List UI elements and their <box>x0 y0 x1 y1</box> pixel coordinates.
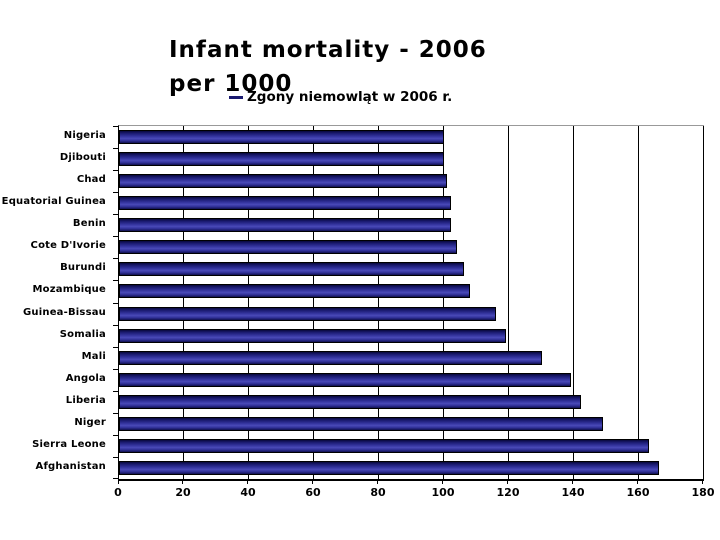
category-label-somalia: Somalia <box>59 328 106 340</box>
x-axis-tick-0 <box>118 480 119 484</box>
y-axis-tick <box>113 434 119 436</box>
x-axis-tick-20 <box>182 480 183 484</box>
bar-angola <box>119 372 571 387</box>
x-axis-tick-180 <box>702 480 703 484</box>
category-label-djibouti: Djibouti <box>59 152 106 164</box>
category-label-angola: Angola <box>65 372 106 384</box>
x-axis-tick-100 <box>442 480 443 484</box>
y-axis-tick <box>113 478 119 479</box>
legend-series-marker-icon <box>229 95 243 99</box>
x-axis: 0 20 40 60 80 100 120 140 160 180 <box>114 480 714 506</box>
x-axis-label-120: 120 <box>496 486 520 499</box>
gridline-140 <box>573 126 574 479</box>
y-axis-tick <box>113 126 119 127</box>
x-axis-tick-40 <box>247 480 248 484</box>
y-axis-tick <box>113 236 119 238</box>
gridline-180 <box>703 126 704 479</box>
category-label-chad: Chad <box>76 174 106 186</box>
category-label-benin: Benin <box>72 218 106 230</box>
x-axis-label-140: 140 <box>561 486 585 499</box>
bar-mozambique <box>119 284 470 299</box>
chart-title: Infant mortality - 2006 per 1000 <box>169 33 487 101</box>
bar-chad <box>119 174 448 189</box>
bar-cote-d-ivorie <box>119 240 457 255</box>
gridline-160 <box>638 126 639 479</box>
y-axis-tick <box>113 346 119 348</box>
bar-guinea-bissau <box>119 306 496 321</box>
bar-niger <box>119 416 604 431</box>
x-axis-label-100: 100 <box>431 486 455 499</box>
gridline-120 <box>508 126 509 479</box>
bar-djibouti <box>119 152 444 167</box>
y-axis-tick <box>113 456 119 458</box>
gridline-60 <box>313 126 314 479</box>
category-label-guinea-bissau: Guinea-Bissau <box>23 306 106 318</box>
y-axis-tick <box>113 280 119 282</box>
chart-title-line-2: per 1000 <box>169 71 293 97</box>
category-label-liberia: Liberia <box>65 394 106 406</box>
x-axis-tick-160 <box>637 480 638 484</box>
y-axis-tick <box>113 324 119 326</box>
y-axis-tick <box>113 192 119 194</box>
chart-title-line-1: Infant mortality - 2006 <box>169 37 487 63</box>
bar-benin <box>119 218 451 233</box>
x-axis-label-0: 0 <box>114 486 122 499</box>
y-axis-tick <box>113 148 119 150</box>
category-label-niger: Niger <box>74 416 106 428</box>
bar-afghanistan <box>119 460 659 475</box>
y-axis-tick <box>113 170 119 172</box>
gridline-100 <box>443 126 444 479</box>
bar-burundi <box>119 262 464 277</box>
y-axis-labels: Nigeria Djibouti Chad Equatorial Guinea Beni… <box>0 125 112 478</box>
category-label-mozambique: Mozambique <box>32 284 106 296</box>
y-axis-tick <box>113 258 119 260</box>
category-label-sierra-leone: Sierra Leone <box>32 438 106 450</box>
gridline-80 <box>378 126 379 479</box>
category-label-mali: Mali <box>81 350 106 362</box>
category-label-cote-d-ivorie: Cote D'Ivorie <box>30 240 106 252</box>
x-axis-tick-60 <box>312 480 313 484</box>
y-axis-tick <box>113 368 119 370</box>
x-axis-tick-120 <box>507 480 508 484</box>
x-axis-label-40: 40 <box>240 486 256 499</box>
gridline-20 <box>183 126 184 479</box>
bar-liberia <box>119 394 581 409</box>
y-axis-tick <box>113 302 119 304</box>
y-axis-tick <box>113 412 119 414</box>
category-label-equatorial-guinea: Equatorial Guinea <box>1 196 106 208</box>
legend-series-label: Zgony niemowląt w 2006 r. <box>247 89 453 105</box>
x-axis-label-180: 180 <box>691 486 715 499</box>
legend: Zgony niemowląt w 2006 r. <box>229 88 452 106</box>
category-label-nigeria: Nigeria <box>63 130 106 142</box>
category-label-burundi: Burundi <box>60 262 106 274</box>
plot-area <box>113 125 704 481</box>
x-axis-label-20: 20 <box>175 486 191 499</box>
category-label-afghanistan: Afghanistan <box>35 460 106 472</box>
bar-mali <box>119 350 542 365</box>
bar-equatorial-guinea <box>119 196 451 211</box>
gridline-40 <box>248 126 249 479</box>
bar-sierra-leone <box>119 438 649 453</box>
bar-somalia <box>119 328 506 343</box>
bar-nigeria <box>119 130 444 145</box>
y-axis-tick <box>113 390 119 392</box>
x-axis-label-80: 80 <box>370 486 386 499</box>
y-axis-tick <box>113 214 119 216</box>
x-axis-tick-80 <box>377 480 378 484</box>
x-axis-tick-140 <box>572 480 573 484</box>
x-axis-label-60: 60 <box>305 486 321 499</box>
x-axis-label-160: 160 <box>626 486 650 499</box>
